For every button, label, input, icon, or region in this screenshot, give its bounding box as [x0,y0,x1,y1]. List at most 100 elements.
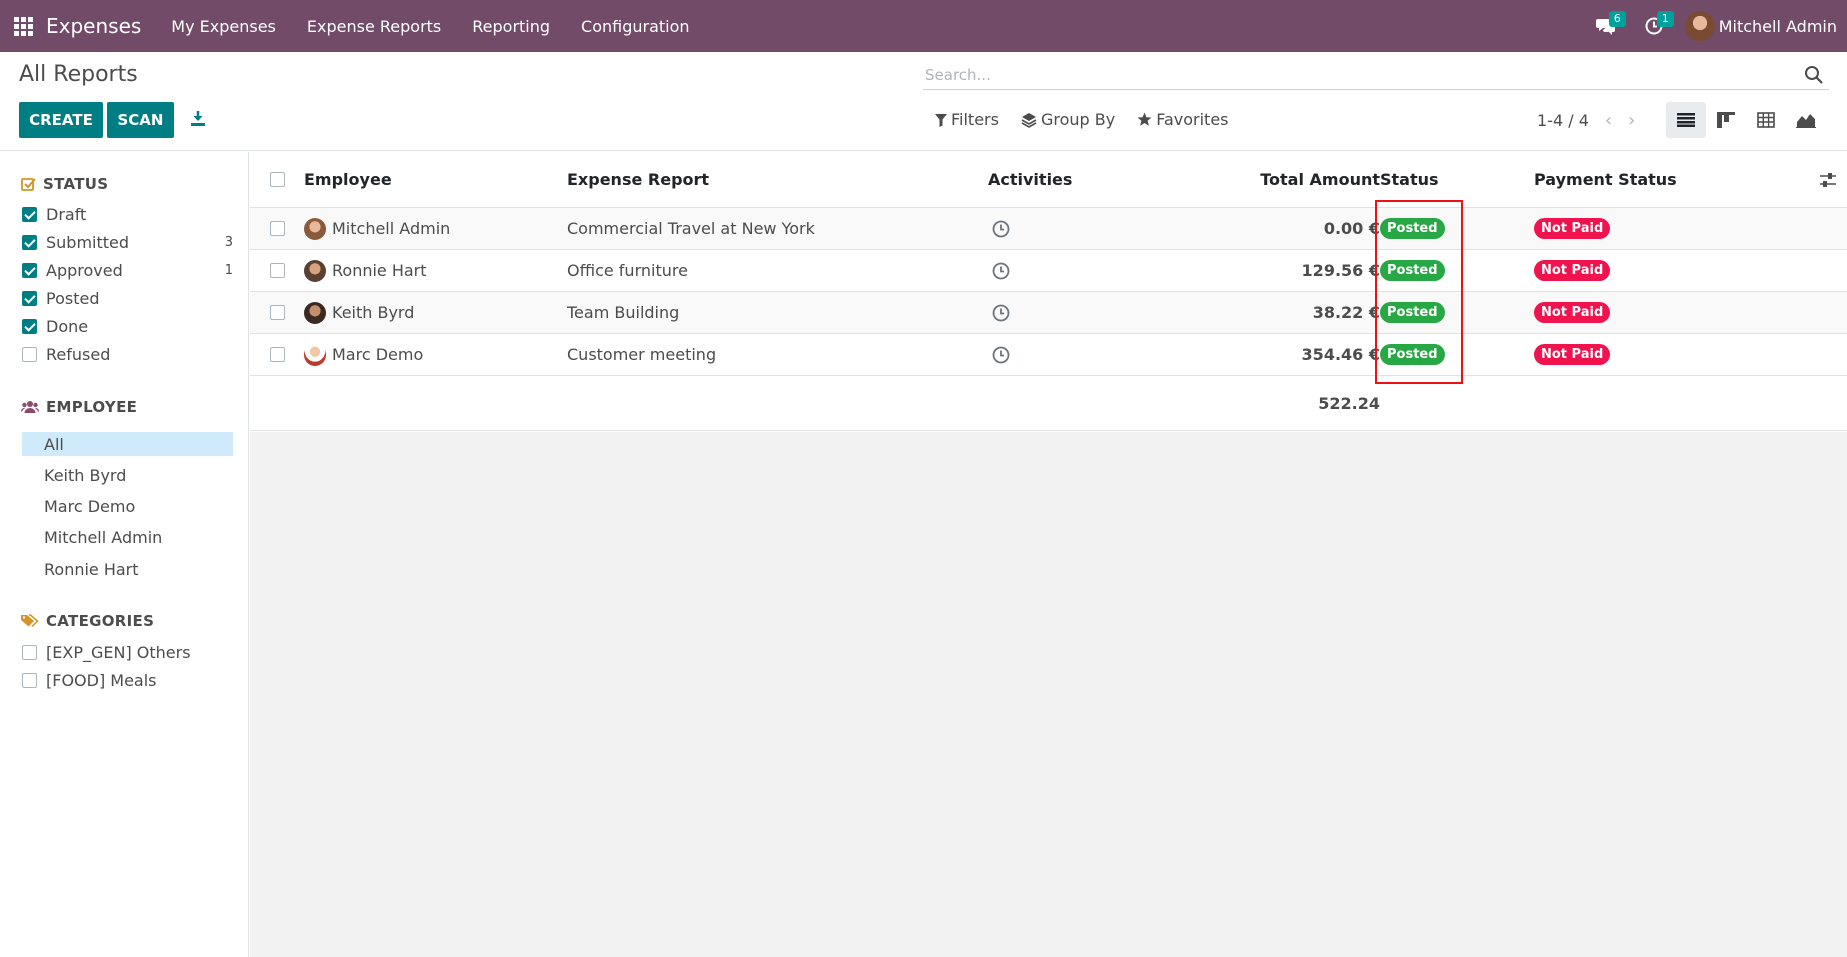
column-expense-report[interactable]: Expense Report [567,170,710,189]
messages-count-badge: 6 [1608,11,1626,27]
total-amount: 129.56 € [1301,261,1380,280]
row-checkbox[interactable] [270,221,285,236]
optional-columns-toggle[interactable] [1819,152,1837,207]
table-row[interactable]: Ronnie Hart Office furniture 129.56 € Po… [250,250,1847,292]
user-menu[interactable]: Mitchell Admin [1684,11,1837,41]
search-bar [923,60,1829,90]
employee-section-title: EMPLOYEE [46,398,138,416]
refused-checkbox[interactable] [22,347,37,362]
payment-status-badge: Not Paid [1534,344,1611,365]
graph-view-button[interactable] [1786,102,1826,138]
activity-clock-icon[interactable] [992,250,1010,291]
category-label: [FOOD] Meals [46,671,157,690]
list-view-button[interactable] [1666,102,1706,138]
employee-cell: Marc Demo [304,334,423,375]
employee-filter-marc-demo[interactable]: Marc Demo [44,496,136,516]
filters-dropdown[interactable]: Filters [935,110,999,129]
row-select-cell [270,292,285,333]
column-payment-status[interactable]: Payment Status [1534,170,1677,189]
total-amount: 38.22 € [1312,303,1380,322]
employee-avatar [304,217,326,240]
category-checkbox[interactable] [22,645,37,660]
user-avatar [1684,11,1715,41]
favorites-dropdown[interactable]: Favorites [1137,110,1229,129]
pager-next-icon[interactable]: › [1628,110,1636,131]
groupby-dropdown[interactable]: Group By [1021,110,1115,129]
status-label: Draft [46,205,87,224]
scan-button[interactable]: SCAN [107,102,174,138]
create-button[interactable]: CREATE [19,102,103,138]
table-icon [1757,112,1775,128]
search-icon[interactable] [1803,64,1825,86]
table-row[interactable]: Marc Demo Customer meeting 354.46 € Post… [250,334,1847,376]
apps-menu-icon[interactable] [0,0,46,52]
layers-icon [1021,112,1037,128]
kanban-icon [1717,112,1735,128]
posted-checkbox[interactable] [22,291,37,306]
select-all-cell [270,152,285,207]
status-filter-done[interactable]: Done [22,317,233,336]
column-activities[interactable]: Activities [988,170,1073,189]
pivot-view-button[interactable] [1746,102,1786,138]
search-panel: STATUS Draft Submitted 3 Approved 1 Post… [0,152,249,957]
kanban-view-button[interactable] [1706,102,1746,138]
app-name[interactable]: Expenses [46,14,142,38]
select-all-checkbox[interactable] [270,172,285,187]
pager-previous-icon[interactable]: ‹ [1604,110,1613,131]
status-filter-posted[interactable]: Posted [22,289,233,308]
column-status[interactable]: Status [1380,170,1439,189]
column-total-amount[interactable]: Total Amount [1260,170,1380,189]
status-filter-submitted[interactable]: Submitted 3 [22,233,233,252]
favorites-label: Favorites [1156,110,1229,129]
category-filter-others[interactable]: [EXP_GEN] Others [22,643,233,662]
row-checkbox[interactable] [270,347,285,362]
pager-value[interactable]: 1-4 / 4 [1537,111,1589,130]
download-icon[interactable] [187,108,209,130]
table-row[interactable]: Mitchell Admin Commercial Travel at New … [250,208,1847,250]
column-employee[interactable]: Employee [304,170,392,189]
employee-filter-mitchell-admin[interactable]: Mitchell Admin [44,527,163,547]
table-row[interactable]: Keith Byrd Team Building 38.22 € Posted … [250,292,1847,334]
activity-clock-icon[interactable] [992,292,1010,333]
systray: 6 1 Mitchell Admin [1589,0,1847,52]
category-checkbox[interactable] [22,673,37,688]
activity-menu[interactable]: 1 [1637,0,1674,52]
row-select-cell [270,208,285,249]
filters-label: Filters [951,110,999,129]
category-filter-meals[interactable]: [FOOD] Meals [22,671,233,690]
table-footer: 522.24 [250,376,1847,431]
employee-filter-ronnie-hart[interactable]: Ronnie Hart [44,559,139,579]
menu-expense-reports[interactable]: Expense Reports [306,16,442,36]
employee-filter-all[interactable]: All [22,432,233,456]
status-label: Done [46,317,89,336]
done-checkbox[interactable] [22,319,37,334]
menu-reporting[interactable]: Reporting [472,16,551,36]
status-filter-approved[interactable]: Approved 1 [22,261,233,280]
activities-count-badge: 1 [1656,11,1674,27]
status-cell: Posted [1380,292,1445,333]
status-filter-refused[interactable]: Refused [22,345,233,364]
total-amount: 354.46 € [1301,345,1380,364]
search-input[interactable] [923,65,1803,84]
activity-clock-icon[interactable] [992,208,1010,249]
approved-checkbox[interactable] [22,263,37,278]
activity-clock-icon[interactable] [992,334,1010,375]
row-checkbox[interactable] [270,263,285,278]
star-icon [1137,112,1152,126]
draft-checkbox[interactable] [22,207,37,222]
employee-avatar [304,259,326,282]
total-amount-sum: 522.24 [1318,393,1380,413]
submitted-checkbox[interactable] [22,235,37,250]
row-checkbox[interactable] [270,305,285,320]
employee-section-header: EMPLOYEE [21,398,137,416]
categories-section-header: CATEGORIES [21,612,154,630]
status-label: Approved [46,261,123,280]
menu-configuration[interactable]: Configuration [581,16,690,36]
status-filter-draft[interactable]: Draft [22,205,233,224]
employee-cell: Mitchell Admin [304,208,450,249]
categories-section-title: CATEGORIES [46,612,155,630]
employee-filter-keith-byrd[interactable]: Keith Byrd [44,465,127,485]
menu-my-expenses[interactable]: My Expenses [171,16,276,36]
messaging-menu[interactable]: 6 [1589,0,1626,52]
top-navbar: Expenses My Expenses Expense Reports Rep… [0,0,1847,52]
